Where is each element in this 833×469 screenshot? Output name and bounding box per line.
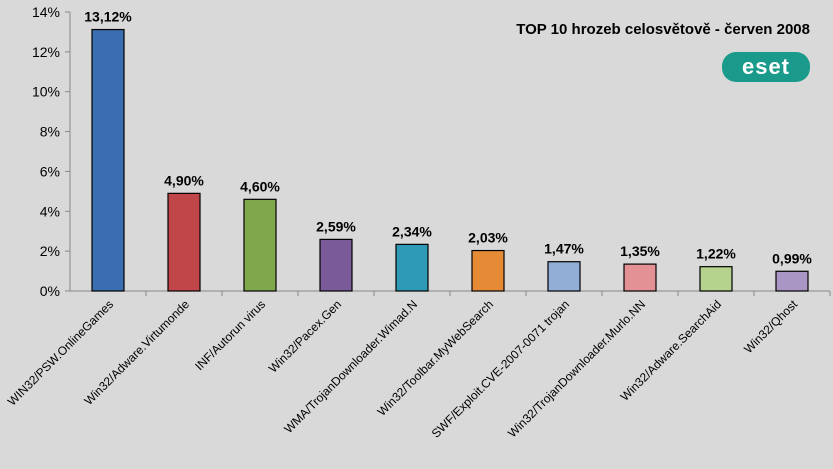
data-label: 2,59% bbox=[316, 218, 356, 234]
data-label: 2,34% bbox=[392, 223, 432, 239]
bar bbox=[91, 28, 125, 292]
y-tick-label: 8% bbox=[40, 124, 60, 140]
y-tick-label: 10% bbox=[32, 84, 60, 100]
y-tick-label: 2% bbox=[40, 243, 60, 259]
bar bbox=[699, 266, 733, 292]
data-label: 4,90% bbox=[164, 172, 204, 188]
bar bbox=[243, 198, 277, 292]
y-tick-label: 12% bbox=[32, 44, 60, 60]
data-label: 4,60% bbox=[240, 178, 280, 194]
bar bbox=[623, 263, 657, 292]
eset-logo-badge bbox=[722, 52, 810, 82]
bar bbox=[167, 192, 201, 292]
data-label: 1,47% bbox=[544, 241, 584, 257]
bar bbox=[395, 243, 429, 292]
data-label: 2,03% bbox=[468, 230, 508, 246]
y-tick-label: 0% bbox=[40, 283, 60, 299]
eset-logo: eset bbox=[722, 52, 810, 82]
y-tick-label: 6% bbox=[40, 163, 60, 179]
data-label: 13,12% bbox=[84, 9, 132, 25]
y-tick-label: 4% bbox=[40, 203, 60, 219]
axes: 0% 2% 4% 6% 8% 10% 12% 14% bbox=[32, 4, 831, 299]
eset-logo-text: eset bbox=[742, 54, 790, 79]
bars-group bbox=[91, 28, 809, 292]
bar bbox=[319, 238, 353, 292]
bar bbox=[547, 261, 581, 292]
data-label: 1,35% bbox=[620, 243, 660, 259]
chart-title: TOP 10 hrozeb celosvětově - červen 2008 bbox=[516, 21, 810, 38]
data-label: 1,22% bbox=[696, 246, 736, 262]
bar bbox=[775, 270, 809, 292]
y-tick-label: 14% bbox=[32, 4, 60, 20]
bar bbox=[471, 249, 505, 292]
data-label: 0,99% bbox=[772, 250, 812, 266]
